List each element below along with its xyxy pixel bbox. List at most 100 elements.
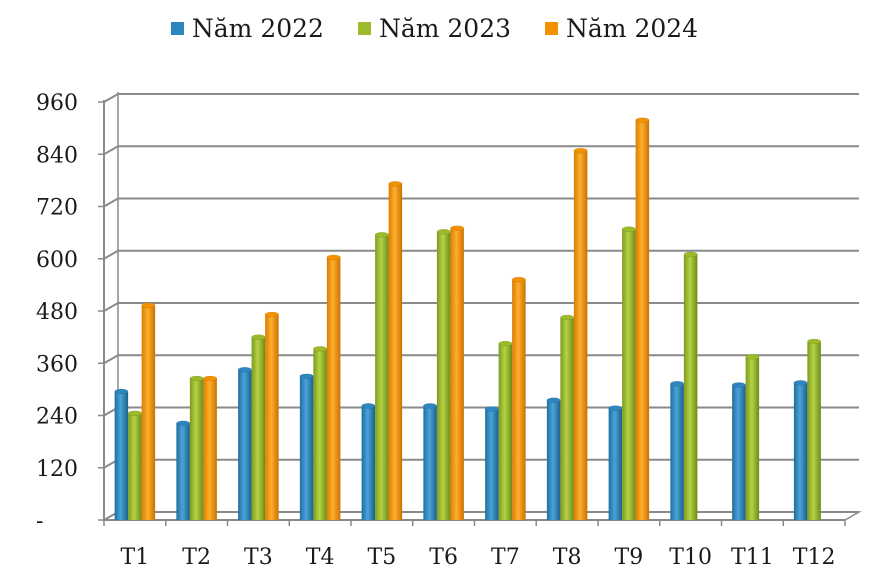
bar-top [127, 410, 142, 417]
bar-t3-series-3 [264, 311, 279, 520]
legend-swatch-2023 [357, 22, 371, 35]
x-tick-labels: T1 T2 T3 T4 T5 T6 T7 T8 T9 T10 T11 T12 [121, 545, 836, 570]
bar-top [683, 251, 698, 258]
bar-top [203, 375, 218, 382]
x-tick-label: T8 [553, 545, 582, 570]
bar-body [450, 228, 464, 521]
x-tick-label: T9 [615, 545, 644, 570]
bar-body [683, 254, 698, 521]
bar-top [423, 403, 438, 409]
bar-t4-series-2 [313, 346, 328, 520]
y-tick-label: 360 [36, 352, 78, 377]
bar-top [237, 367, 252, 373]
x-tick-label: T4 [306, 545, 335, 570]
bar-body [388, 183, 403, 520]
bar-body [238, 369, 252, 520]
bar-t7-series-2 [498, 340, 513, 520]
bar-body [732, 385, 746, 520]
x-tick-label: T3 [244, 545, 273, 570]
bar-body [622, 229, 636, 520]
bar-body [265, 314, 279, 520]
y-tick-labels: - 120 240 360 480 600 720 840 960 [36, 91, 78, 534]
bar-t8-series-3 [573, 148, 588, 520]
bar-t5-series-3 [388, 181, 403, 520]
y-tick-label: 720 [36, 196, 78, 221]
bar-top [361, 403, 376, 409]
bars [114, 117, 822, 521]
legend-swatch-2022 [170, 22, 184, 35]
y-tick-label: - [36, 509, 43, 534]
bar-body [313, 348, 327, 520]
bar-body [176, 423, 190, 520]
bar-t6-series-3 [450, 225, 465, 521]
bar-top [608, 405, 623, 411]
bar-t12-series-2 [807, 338, 822, 520]
bar-body [573, 150, 588, 520]
bar-body [114, 391, 129, 520]
y-tick-label: 600 [36, 248, 78, 273]
bar-t4-series-1 [299, 373, 314, 520]
bar-top [189, 375, 204, 382]
bar-t5-series-1 [361, 403, 376, 520]
bar-t8-series-1 [546, 397, 561, 520]
bar-t3-series-2 [251, 334, 266, 520]
bar-top [745, 353, 760, 360]
x-tick-label: T1 [121, 545, 150, 570]
x-tick-label: T2 [182, 545, 211, 570]
x-tick-label: T12 [793, 545, 836, 570]
x-tick-label: T5 [368, 545, 397, 570]
bar-t6-series-1 [423, 403, 438, 520]
gridline [103, 145, 859, 156]
bar-t3-series-1 [237, 367, 252, 520]
bar-body [635, 120, 650, 520]
bar-top [511, 276, 526, 283]
x-tick-label: T6 [429, 545, 458, 570]
y-tick-label: 840 [36, 143, 78, 168]
bar-t7-series-3 [511, 276, 526, 520]
legend-label-2023: Năm 2023 [378, 14, 512, 43]
legend-item-2024: Năm 2024 [545, 14, 698, 43]
bar-body [326, 257, 341, 520]
x-tick-label: T11 [731, 545, 774, 570]
legend-item-2022: Năm 2022 [170, 14, 324, 43]
bar-top [326, 254, 341, 261]
bar-top [299, 373, 314, 380]
y-tick-label: 960 [36, 91, 78, 116]
bar-top [573, 148, 588, 154]
bar-body [189, 378, 204, 520]
bar-t2-series-3 [203, 375, 218, 520]
bar-t12-series-1 [793, 380, 808, 520]
bar-top [560, 314, 575, 321]
bar-t9-series-1 [608, 405, 623, 520]
bar-body [498, 343, 513, 520]
bar-t9-series-3 [635, 117, 650, 520]
bar-body [793, 382, 808, 520]
bar-top [176, 420, 191, 427]
bar-body [670, 383, 684, 520]
bar-top [450, 225, 465, 232]
bar-t1-series-3 [141, 302, 156, 520]
bar-body [560, 317, 574, 520]
bar-body [608, 408, 623, 520]
bar-top [807, 338, 822, 345]
bar-top [436, 229, 451, 235]
bar-body [485, 408, 499, 520]
bar-t8-series-2 [560, 314, 575, 520]
gridline [103, 249, 859, 260]
bar-body [745, 356, 760, 520]
bar-top [546, 397, 561, 404]
bar-body [546, 400, 561, 520]
bar-body [299, 376, 314, 520]
gridline [103, 197, 859, 208]
bar-top [264, 311, 279, 318]
x-tick-label: T10 [669, 545, 712, 570]
bar-t2-series-2 [189, 375, 204, 520]
bar-top [313, 346, 328, 352]
bar-body [203, 378, 217, 520]
bar-body [361, 405, 376, 520]
bar-body [512, 279, 526, 520]
bar-body [251, 337, 266, 520]
legend-label-2024: Năm 2024 [566, 14, 699, 43]
bar-top [374, 232, 389, 238]
